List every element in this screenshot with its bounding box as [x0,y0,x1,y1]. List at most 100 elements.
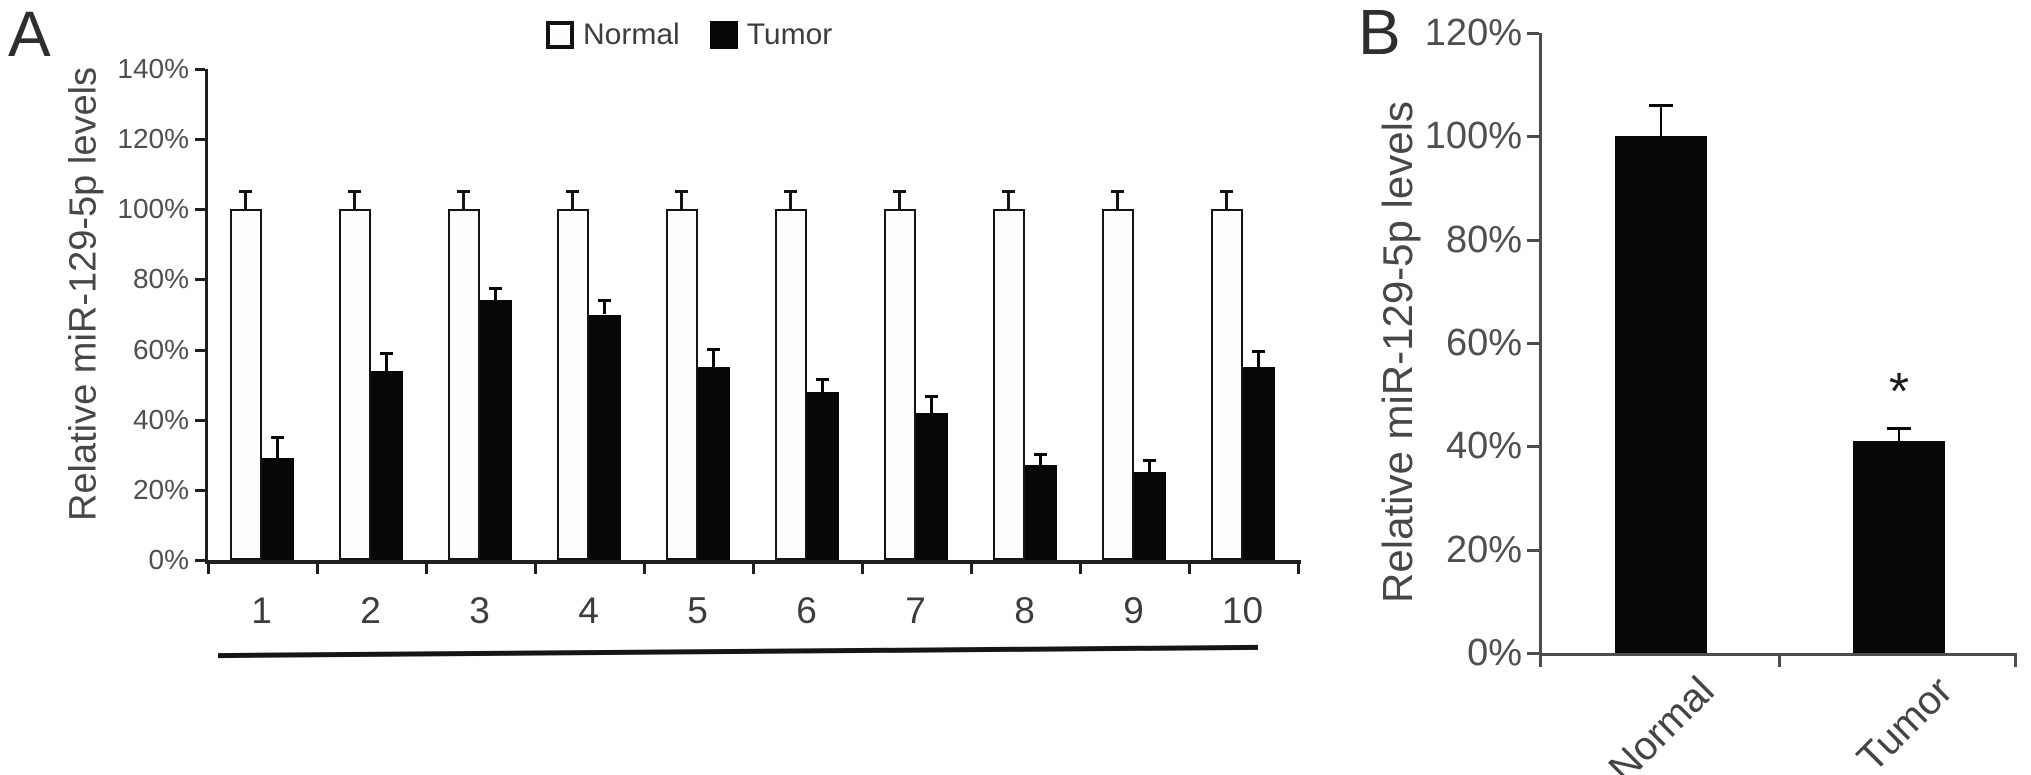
bar-normal-1 [229,209,262,560]
bar-normal-3 [447,209,480,560]
panel-b-y-tick-label: 0% [1467,632,1522,674]
panel-b-y-tick [1527,548,1539,552]
panel-a-x-tick [316,562,319,574]
panel-a-category-label: 6 [796,590,817,631]
error-tumor-cap [1887,426,1911,430]
bar-normal-10 [1210,209,1243,560]
panel-a-x-tick [1297,562,1300,574]
error-tumor-5-cap [707,348,720,352]
panel-a-category-label: 5 [687,590,708,631]
bar-tumor-4 [588,314,621,560]
error-tumor-7-stem [930,396,933,413]
error-normal-cap [1649,103,1673,107]
panel-a-category-label: 1 [251,590,272,631]
error-tumor-8-stem [1039,454,1042,466]
panel-a-y-tick-label: 140% [117,53,189,84]
panel-a-y-tick-label: 120% [117,123,189,155]
panel-a-y-tick-label: 80% [132,263,189,295]
error-tumor-1-stem [276,437,279,459]
bar-tumor-9 [1133,472,1166,560]
error-normal-stem [1659,105,1663,137]
error-tumor-4-cap [598,298,611,302]
panel-a-x-tick [534,562,537,574]
error-tumor-6-cap [816,377,829,381]
panel-a-y-tick-label: 100% [117,193,189,225]
error-tumor-2-cap [380,351,393,355]
panel-a-y-axis-line [205,69,208,564]
panel-b-category-label: Normal [1600,668,1723,775]
bar-normal-4 [556,209,589,560]
panel-b-y-tick [1527,238,1539,242]
error-normal-4-cap [566,190,579,194]
panel-a-x-tick [207,562,210,574]
panel-a-y-tick [195,138,205,142]
bar-tumor [1853,441,1945,653]
error-tumor-1-cap [271,435,284,439]
panel-a-x-tick [425,562,428,574]
error-normal-6-cap [784,190,797,194]
panel-b-y-tick [1527,135,1539,139]
panel-b-y-tick-label: 120% [1424,12,1522,54]
error-tumor-8-cap [1034,453,1047,457]
panel-b-x-tick [1778,655,1781,667]
bar-tumor-8 [1024,465,1057,560]
error-normal-10-stem [1225,191,1228,210]
panel-a-y-tick [195,278,205,282]
legend-swatch-tumor-icon [709,21,738,49]
error-normal-1-stem [244,191,247,210]
panel-a-y-tick [195,488,205,492]
panel-a-y-tick [195,208,205,212]
bar-tumor-7 [915,412,948,560]
panel-a-y-tick [195,348,205,352]
error-tumor-7-cap [925,395,938,399]
panel-a-category-label: 8 [1014,590,1035,631]
panel-b-x-axis-line [1539,653,2017,656]
bar-normal-2 [338,209,371,560]
error-normal-5-cap [675,190,688,194]
panel-a-y-tick-label: 0% [148,544,189,575]
panel-b-x-tick [2014,655,2017,667]
panel-b-category-label: Tumor [1848,668,1961,775]
legend-label-tumor: Tumor [746,18,833,51]
bar-normal [1615,136,1707,653]
panel-b-y-tick [1527,342,1539,345]
panel-a-x-tick [1079,562,1082,574]
legend-swatch-normal-icon [546,21,574,49]
error-normal-1-cap [239,190,252,194]
bar-tumor-2 [370,370,403,560]
bar-normal-6 [774,209,807,560]
error-normal-2-stem [353,191,356,210]
panel-a-x-tick [970,562,973,574]
error-normal-9-cap [1111,190,1124,194]
panel-a-y-tick-label: 60% [132,333,189,365]
bar-normal-9 [1101,209,1134,560]
bar-tumor-10 [1242,367,1275,560]
panel-a-category-label: 7 [905,590,926,631]
panel-b-y-tick-label: 40% [1445,425,1522,468]
bar-normal-5 [665,209,698,560]
error-normal-3-stem [462,191,465,210]
panel-b-y-tick-label: 80% [1445,218,1522,261]
error-normal-9-stem [1116,191,1119,210]
error-tumor-5-stem [712,349,715,368]
panel-a-letter: A [8,0,51,70]
error-tumor-9-cap [1143,458,1156,462]
panel-a-x-tick [861,562,864,574]
error-tumor-2-stem [385,353,388,371]
error-normal-8-cap [1002,190,1015,194]
panel-a-x-tick [643,562,646,574]
panel-b-y-axis-line [1539,33,1542,667]
bar-tumor-5 [697,367,730,560]
error-normal-2-cap [348,190,361,194]
error-normal-3-cap [457,190,470,194]
panel-a-category-label: 3 [469,590,490,631]
error-normal-7-cap [893,190,906,194]
panel-a-x-tick [1188,562,1191,574]
panel-a-y-tick [195,559,205,562]
error-normal-8-stem [1007,191,1010,210]
significance-asterisk: * [1888,363,1910,421]
panel-b-y-tick [1527,652,1539,655]
panel-a-category-label: 2 [360,590,381,631]
error-tumor-3-stem [494,288,497,301]
